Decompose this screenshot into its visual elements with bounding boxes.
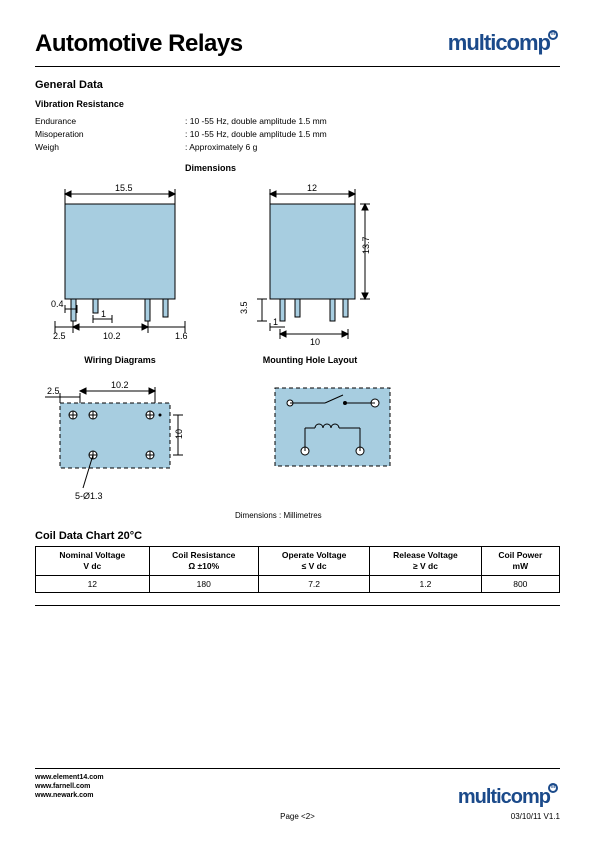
table-header: Operate Voltage≤ V dc (258, 547, 369, 576)
dim-10: 10 (310, 337, 320, 347)
divider (35, 66, 560, 67)
dim-1-6: 1.6 (175, 331, 188, 341)
coil-table: Nominal VoltageV dcCoil ResistanceΩ ±10%… (35, 546, 560, 593)
gd-label: Misoperation (35, 128, 185, 141)
divider (35, 768, 560, 769)
dimension-figures: 15.5 0.4 2.5 10.2 1 1.6 Wiring Diagrams (35, 179, 560, 365)
gd-label: Endurance (35, 115, 185, 128)
dim-2-5: 2.5 (53, 331, 66, 341)
table-cell: 180 (149, 576, 258, 593)
dim-13-7: 13.7 (361, 237, 371, 255)
brand-mark-icon (548, 30, 558, 40)
pcb-layout-figure: 2.5 10.2 10 5-Ø1.3 (35, 373, 205, 505)
dim-15-5: 15.5 (115, 183, 133, 193)
side-view-figure: 12 13.7 3.5 1 10 Mounting Hole Layout (235, 179, 385, 365)
dim-12: 12 (307, 183, 317, 193)
general-data-heading: General Data (35, 79, 560, 91)
gd-value: 10 -55 Hz, double amplitude 1.5 mm (185, 128, 327, 141)
coil-heading: Coil Data Chart 20°C (35, 530, 560, 542)
vibration-heading: Vibration Resistance (35, 99, 560, 109)
dim-0-4: 0.4 (51, 299, 64, 309)
table-cell: 12 (36, 576, 150, 593)
wiring-figures: 2.5 10.2 10 5-Ø1.3 (35, 373, 560, 505)
dim-10-2: 10.2 (103, 331, 121, 341)
gd-value: 10 -55 Hz, double amplitude 1.5 mm (185, 115, 327, 128)
table-cell: 800 (481, 576, 559, 593)
brand-mark-icon (548, 783, 558, 793)
general-data-list: Endurance10 -55 Hz, double amplitude 1.5… (35, 115, 560, 153)
divider (35, 605, 560, 606)
gd-value: Approximately 6 g (185, 141, 257, 154)
dim-1a: 1 (101, 309, 106, 319)
page-footer: www.element14.comwww.farnell.comwww.newa… (35, 768, 560, 821)
footer-logo: multicomp (458, 786, 560, 809)
units-note: Dimensions : Millimetres (235, 511, 560, 520)
dim-1b: 1 (273, 317, 278, 327)
gd-label: Weigh (35, 141, 185, 154)
dim-w-10: 10 (174, 429, 184, 439)
dim-holes: 5-Ø1.3 (75, 491, 103, 501)
front-view-svg: 15.5 0.4 2.5 10.2 1 1.6 (35, 179, 205, 349)
brand-logo: multicomp (448, 30, 560, 56)
dim-3-5: 3.5 (239, 302, 249, 315)
mounting-caption: Mounting Hole Layout (235, 355, 385, 365)
dimensions-heading: Dimensions (185, 163, 560, 173)
wiring-caption: Wiring Diagrams (35, 355, 205, 365)
brand-text: multicomp (448, 30, 550, 56)
side-view-svg: 12 13.7 3.5 1 10 (235, 179, 385, 349)
dim-w-2-5: 2.5 (47, 386, 60, 396)
page-number: Page <2> (210, 812, 385, 821)
front-view-figure: 15.5 0.4 2.5 10.2 1 1.6 Wiring Diagrams (35, 179, 205, 365)
dim-w-10-2: 10.2 (111, 380, 129, 390)
table-cell: 7.2 (258, 576, 369, 593)
table-header: Nominal VoltageV dc (36, 547, 150, 576)
table-header: Coil ResistanceΩ ±10% (149, 547, 258, 576)
schematic-figure (265, 373, 405, 505)
table-header: Release Voltage≥ V dc (370, 547, 481, 576)
table-header: Coil PowermW (481, 547, 559, 576)
brand-text: multicomp (458, 786, 550, 809)
date-version: 03/10/11 V1.1 (385, 812, 560, 821)
table-cell: 1.2 (370, 576, 481, 593)
footer-link: www.element14.com (35, 773, 560, 782)
